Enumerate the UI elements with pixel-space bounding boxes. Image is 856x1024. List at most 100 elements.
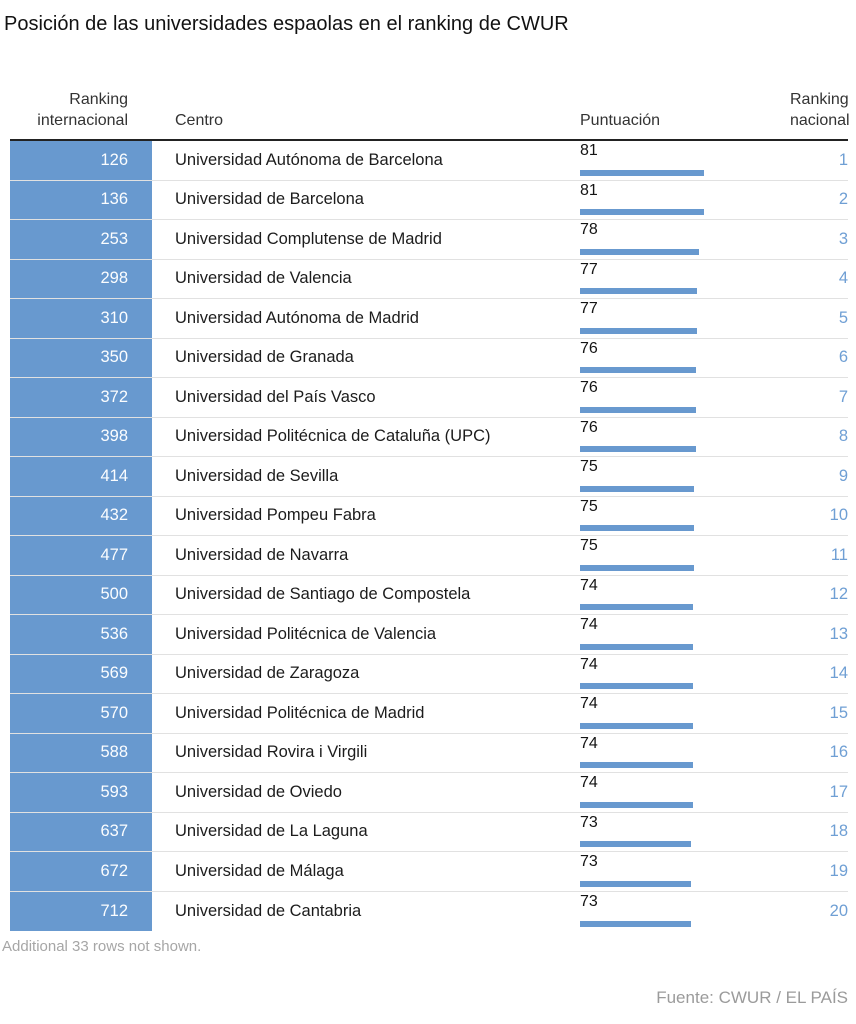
score-value: 73 (580, 813, 598, 831)
national-rank-cell: 20 (829, 901, 848, 920)
score-value: 73 (580, 853, 598, 870)
table-row: 588 Universidad Rovira i Virgili 74 16 (10, 733, 848, 773)
national-rank-cell: 15 (829, 703, 848, 722)
score-bar (580, 485, 695, 492)
international-rank-cell: 593 (10, 773, 152, 812)
national-rank-cell: 10 (829, 506, 848, 525)
score-bar (580, 288, 698, 294)
table-row: 414 Universidad de Sevilla 75 9 (10, 457, 848, 497)
national-rank-cell: 1 (838, 150, 848, 169)
score-bar (580, 762, 693, 768)
national-rank-cell: 12 (829, 585, 848, 604)
header-center: Centro (175, 112, 224, 130)
table-row: 500 Universidad de Santiago de Compostel… (10, 575, 848, 615)
score-bar (580, 921, 692, 927)
international-rank-cell: 570 (10, 694, 152, 733)
international-rank-cell: 672 (10, 852, 152, 891)
university-name-cell: Universidad de Valencia (175, 269, 352, 288)
international-rank-cell: 477 (10, 536, 152, 575)
table-row: 432 Universidad Pompeu Fabra 75 10 (10, 496, 848, 536)
national-rank-cell: 9 (838, 466, 848, 485)
score-value: 75 (580, 537, 598, 554)
score-cell: 78 (580, 220, 790, 259)
national-rank-cell: 2 (838, 190, 848, 209)
university-name-cell: Universidad Autónoma de Barcelona (175, 150, 443, 169)
table-row: 253 Universidad Complutense de Madrid 78… (10, 220, 848, 260)
score-bar (580, 209, 704, 215)
table-row: 672 Universidad de Málaga 73 19 (10, 852, 848, 892)
international-rank-cell: 298 (10, 259, 152, 298)
score-bar (580, 169, 704, 176)
table-row: 712 Universidad de Cantabria 73 20 (10, 891, 848, 932)
source-credit: Fuente: CWUR / EL PAÍS (656, 988, 848, 1007)
national-rank-cell: 4 (838, 269, 848, 288)
score-value: 73 (580, 892, 598, 910)
international-rank-cell: 310 (10, 299, 152, 338)
score-cell: 81 (580, 181, 790, 220)
score-cell: 73 (580, 892, 790, 932)
table-row: 570 Universidad Politécnica de Madrid 74… (10, 694, 848, 734)
header-international-ranking: Ranking internacional (37, 91, 128, 130)
national-rank-cell: 3 (838, 229, 848, 248)
score-value: 75 (580, 458, 598, 475)
international-rank-cell: 414 (10, 457, 152, 496)
score-bar (580, 367, 696, 373)
table-header-row: Ranking internacional Centro Puntuación … (10, 85, 850, 141)
header-score: Puntuación (580, 112, 661, 130)
score-cell: 74 (580, 615, 790, 654)
table-body: 126 Universidad Autónoma de Barcelona 81… (10, 141, 848, 931)
university-name-cell: Universidad Politécnica de Valencia (175, 624, 437, 643)
rows-not-shown-note: Additional 33 rows not shown. (2, 938, 202, 955)
score-cell: 74 (580, 694, 790, 733)
score-bar (580, 683, 693, 689)
score-cell: 74 (580, 773, 790, 812)
university-name-cell: Universidad de Santiago de Compostela (175, 585, 471, 604)
table-row: 637 Universidad de La Laguna 73 18 (10, 812, 848, 852)
score-value: 76 (580, 379, 598, 396)
score-bar (580, 406, 696, 413)
score-value: 74 (580, 774, 598, 791)
table-row: 536 Universidad Politécnica de Valencia … (10, 615, 848, 655)
national-rank-cell: 6 (838, 348, 848, 367)
university-name-cell: Universidad Rovira i Virgili (175, 743, 368, 762)
international-rank-cell: 432 (10, 496, 152, 535)
score-cell: 77 (580, 299, 790, 338)
score-cell: 77 (580, 260, 790, 299)
score-cell: 76 (580, 339, 790, 378)
score-value: 77 (580, 260, 598, 278)
national-rank-cell: 7 (838, 387, 848, 406)
international-rank-cell: 712 (10, 891, 152, 931)
score-cell: 74 (580, 734, 790, 773)
score-value: 75 (580, 497, 598, 515)
score-bar (580, 248, 699, 255)
international-rank-cell: 253 (10, 220, 152, 259)
national-rank-cell: 17 (829, 782, 848, 801)
ranking-table: Ranking internacional Centro Puntuación … (10, 85, 850, 931)
table-row: 350 Universidad de Granada 76 6 (10, 338, 848, 378)
university-name-cell: Universidad de Málaga (175, 861, 344, 880)
score-value: 74 (580, 734, 598, 752)
score-cell: 75 (580, 536, 790, 575)
score-cell: 73 (580, 813, 790, 852)
university-name-cell: Universidad de Oviedo (175, 782, 342, 801)
international-rank-cell: 136 (10, 180, 152, 219)
international-rank-cell: 126 (10, 141, 152, 180)
score-bar (580, 446, 696, 452)
table-row: 398 Universidad Politécnica de Cataluña … (10, 417, 848, 457)
table-row: 477 Universidad de Navarra 75 11 (10, 536, 848, 576)
header-national-ranking: Ranking nacional (790, 91, 850, 130)
score-cell: 76 (580, 378, 790, 417)
university-name-cell: Universidad Politécnica de Cataluña (UPC… (175, 427, 491, 446)
international-rank-cell: 588 (10, 733, 152, 772)
score-value: 77 (580, 300, 598, 317)
score-cell: 75 (580, 497, 790, 536)
score-bar (580, 327, 698, 334)
national-rank-cell: 16 (829, 743, 848, 762)
score-value: 74 (580, 695, 598, 712)
university-name-cell: Universidad de Zaragoza (175, 664, 360, 683)
university-name-cell: Universidad Pompeu Fabra (175, 506, 376, 525)
international-rank-cell: 500 (10, 575, 152, 614)
university-name-cell: Universidad del País Vasco (175, 387, 376, 406)
international-rank-cell: 350 (10, 338, 152, 377)
score-value: 74 (580, 576, 598, 594)
